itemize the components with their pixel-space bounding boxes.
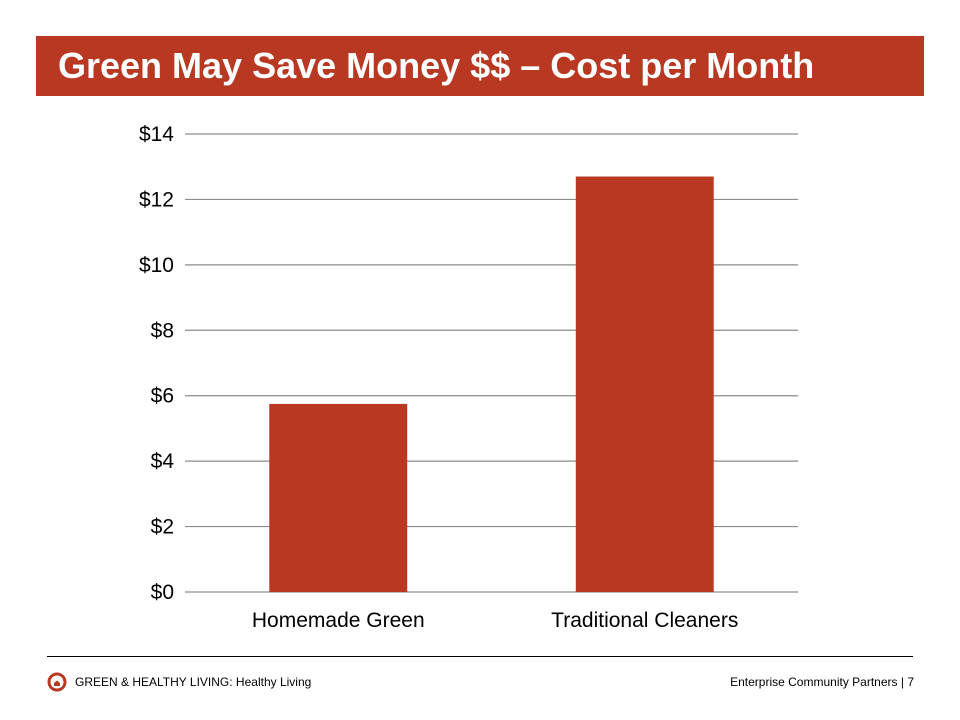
footer-section-label: GREEN & HEALTHY LIVING: Healthy Living — [75, 675, 312, 689]
bar-chart: $0 $2 $4 $6 $8 $10 $12 $14 Homemade Green Tradit… — [139, 123, 798, 632]
bars — [269, 176, 714, 592]
y-tick-label: $14 — [139, 123, 174, 146]
y-tick-label: $0 — [151, 581, 174, 604]
bar — [269, 403, 408, 592]
y-tick-label: $2 — [151, 516, 174, 539]
footer-separator: | — [900, 675, 904, 689]
bar — [575, 176, 714, 592]
footer-org: Enterprise Community Partners — [730, 675, 898, 689]
footer-left: GREEN & HEALTHY LIVING: Healthy Living — [47, 672, 311, 692]
slide-title: Green May Save Money $$ – Cost per Month — [58, 45, 815, 86]
y-axis-ticks: $0 $2 $4 $6 $8 $10 $12 $14 — [139, 123, 174, 604]
enterprise-house-logo-icon — [47, 672, 67, 692]
x-axis-categories: Homemade Green Traditional Cleaners — [252, 609, 738, 632]
x-category-label: Homemade Green — [252, 609, 425, 632]
footer-divider — [47, 656, 913, 657]
y-tick-label: $4 — [151, 450, 175, 473]
title-bar: Green May Save Money $$ – Cost per Month — [36, 36, 924, 96]
y-tick-label: $12 — [139, 188, 174, 211]
x-category-label: Traditional Cleaners — [551, 609, 738, 632]
page-number: 7 — [907, 675, 914, 689]
y-tick-label: $10 — [139, 254, 174, 277]
y-tick-label: $8 — [151, 319, 174, 342]
footer-right: Enterprise Community Partners | 7 — [730, 675, 914, 689]
y-tick-label: $6 — [151, 385, 174, 408]
